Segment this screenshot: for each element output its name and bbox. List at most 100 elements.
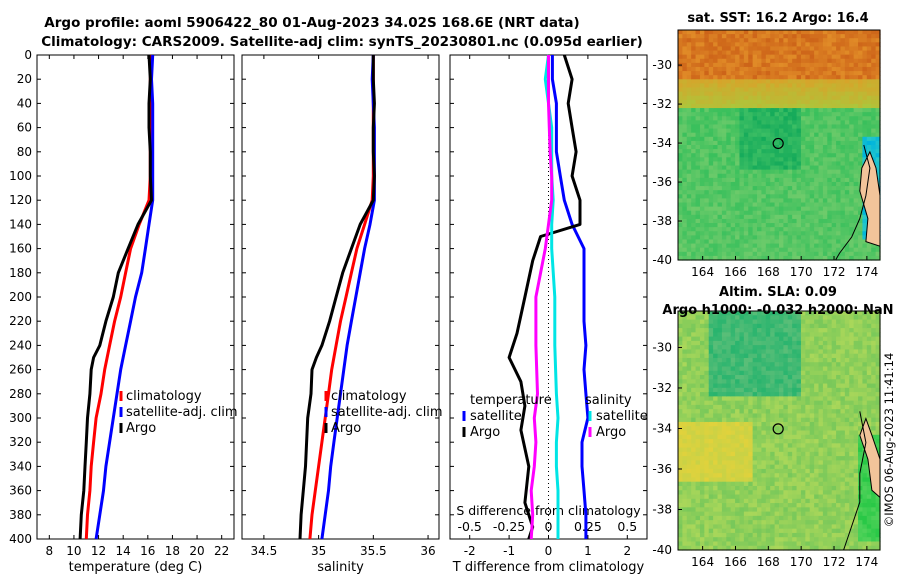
sla-map-cell xyxy=(796,375,802,380)
sla-map-cell xyxy=(721,332,727,338)
sst-map-cell xyxy=(752,206,758,212)
sla-map-cell xyxy=(726,413,732,419)
sla-map-cell xyxy=(765,439,771,444)
sst-map-cell xyxy=(691,157,697,163)
sst-map-cell xyxy=(695,71,701,76)
temp-xtick-label: 18 xyxy=(165,544,180,558)
sst-map-cell xyxy=(686,136,692,142)
sla-map-cell xyxy=(717,311,723,316)
sst-map-cell xyxy=(792,103,798,109)
sst-map-cell xyxy=(779,83,784,89)
sst-map-cell xyxy=(748,227,754,232)
sla-map-cell xyxy=(805,379,811,385)
sst-map-cell xyxy=(827,165,833,171)
sst-map-cell xyxy=(822,46,828,52)
sst-map-cell xyxy=(717,99,723,105)
sla-map-cell xyxy=(831,332,837,338)
sla-map-cell xyxy=(840,353,846,359)
sst-map-cell xyxy=(862,95,868,101)
sst-map-cell xyxy=(770,190,776,195)
sst-map-cell xyxy=(699,50,705,56)
sla-map-cell xyxy=(721,400,727,406)
sst-map-cell xyxy=(704,194,710,199)
sst-map-cell xyxy=(695,108,701,113)
sst-map-cell xyxy=(862,251,868,257)
sal-legend-label: Argo xyxy=(331,421,361,436)
sla-map-cell xyxy=(752,379,758,385)
sla-map-cell xyxy=(691,537,697,543)
sla-map-cell xyxy=(682,336,688,342)
sla-map-cell xyxy=(757,498,763,504)
sla-map-cell xyxy=(805,468,811,474)
sla-map-cell xyxy=(691,503,697,508)
sla-map-cell xyxy=(792,481,798,487)
sla-map-cell xyxy=(844,370,850,376)
sst-map-cell xyxy=(840,231,846,236)
sla-map-cell xyxy=(822,511,828,517)
sal-xtick-label: 36 xyxy=(420,544,435,558)
sla-map-cell xyxy=(814,345,820,351)
sla-map-cell xyxy=(779,375,784,380)
sst-map-cell xyxy=(774,243,780,249)
sst-map-cell xyxy=(757,38,763,43)
sla-map-cell xyxy=(713,349,719,355)
sla-map-cell xyxy=(739,357,745,363)
sla-map-cell xyxy=(840,404,846,410)
sst-map-cell xyxy=(713,116,719,121)
sst-map-cell xyxy=(827,169,833,175)
sla-map-cell xyxy=(809,464,815,470)
sst-map-xtick-label: 166 xyxy=(724,265,747,279)
sla-map-cell xyxy=(827,311,833,316)
sla-map-cell xyxy=(739,353,745,359)
sla-map-cell xyxy=(783,498,789,504)
sla-map-cell xyxy=(831,375,837,380)
sst-map-cell xyxy=(779,235,784,241)
sla-map-cell xyxy=(836,319,842,325)
sst-map-cell xyxy=(831,214,837,220)
sst-map-cell xyxy=(831,198,837,204)
sst-map-cell xyxy=(800,58,806,64)
sla-map-cell xyxy=(770,473,776,479)
sla-map-cell xyxy=(796,528,802,534)
sst-map-cell xyxy=(743,243,749,249)
sla-map-cell xyxy=(695,447,701,453)
sst-map-cell xyxy=(818,169,824,175)
sst-map-cell xyxy=(695,34,701,39)
sst-map-cell xyxy=(800,103,806,109)
diff-xtick-label: 2 xyxy=(623,544,631,558)
sla-map-cell xyxy=(827,439,833,444)
sst-map-cell xyxy=(682,108,688,113)
sst-map-cell xyxy=(713,30,719,35)
sla-map-cell xyxy=(757,409,763,415)
sst-map-cell xyxy=(862,75,868,80)
sst-map-cell xyxy=(695,116,701,121)
sst-map-cell xyxy=(849,75,855,80)
sst-map-cell xyxy=(730,165,736,171)
sst-map-cell xyxy=(875,34,881,39)
sst-map-cell xyxy=(770,108,776,113)
sst-map-cell xyxy=(678,87,683,93)
sst-map-cell xyxy=(805,30,811,35)
sla-map-cell xyxy=(787,417,793,423)
sla-map-cell xyxy=(678,477,683,483)
sst-map-cell xyxy=(844,34,850,39)
sla-map-cell xyxy=(748,434,754,440)
sst-map-cell xyxy=(836,136,842,142)
sst-map-cell xyxy=(704,186,710,191)
sst-map-cell xyxy=(836,50,842,56)
sla-map-cell xyxy=(809,447,815,453)
sla-map-cell xyxy=(800,332,806,338)
sst-map-cell xyxy=(818,66,824,72)
sst-map-cell xyxy=(796,108,802,113)
sla-map-cell xyxy=(822,345,828,351)
depth-tick-label: 280 xyxy=(9,387,32,401)
sla-map-cell xyxy=(800,319,806,325)
sst-map-cell xyxy=(770,165,776,171)
sst-map-cell xyxy=(699,210,705,216)
sla-map-cell xyxy=(840,328,846,333)
sst-map-cell xyxy=(866,149,872,154)
sla-map-cell xyxy=(796,383,802,389)
sla-map-cell xyxy=(779,392,784,397)
sla-map-cell xyxy=(748,503,754,508)
sst-map-cell xyxy=(818,161,824,167)
